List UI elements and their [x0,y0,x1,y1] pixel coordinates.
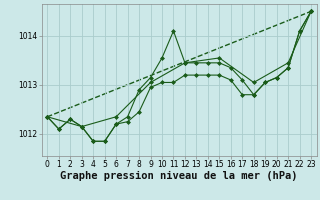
X-axis label: Graphe pression niveau de la mer (hPa): Graphe pression niveau de la mer (hPa) [60,171,298,181]
